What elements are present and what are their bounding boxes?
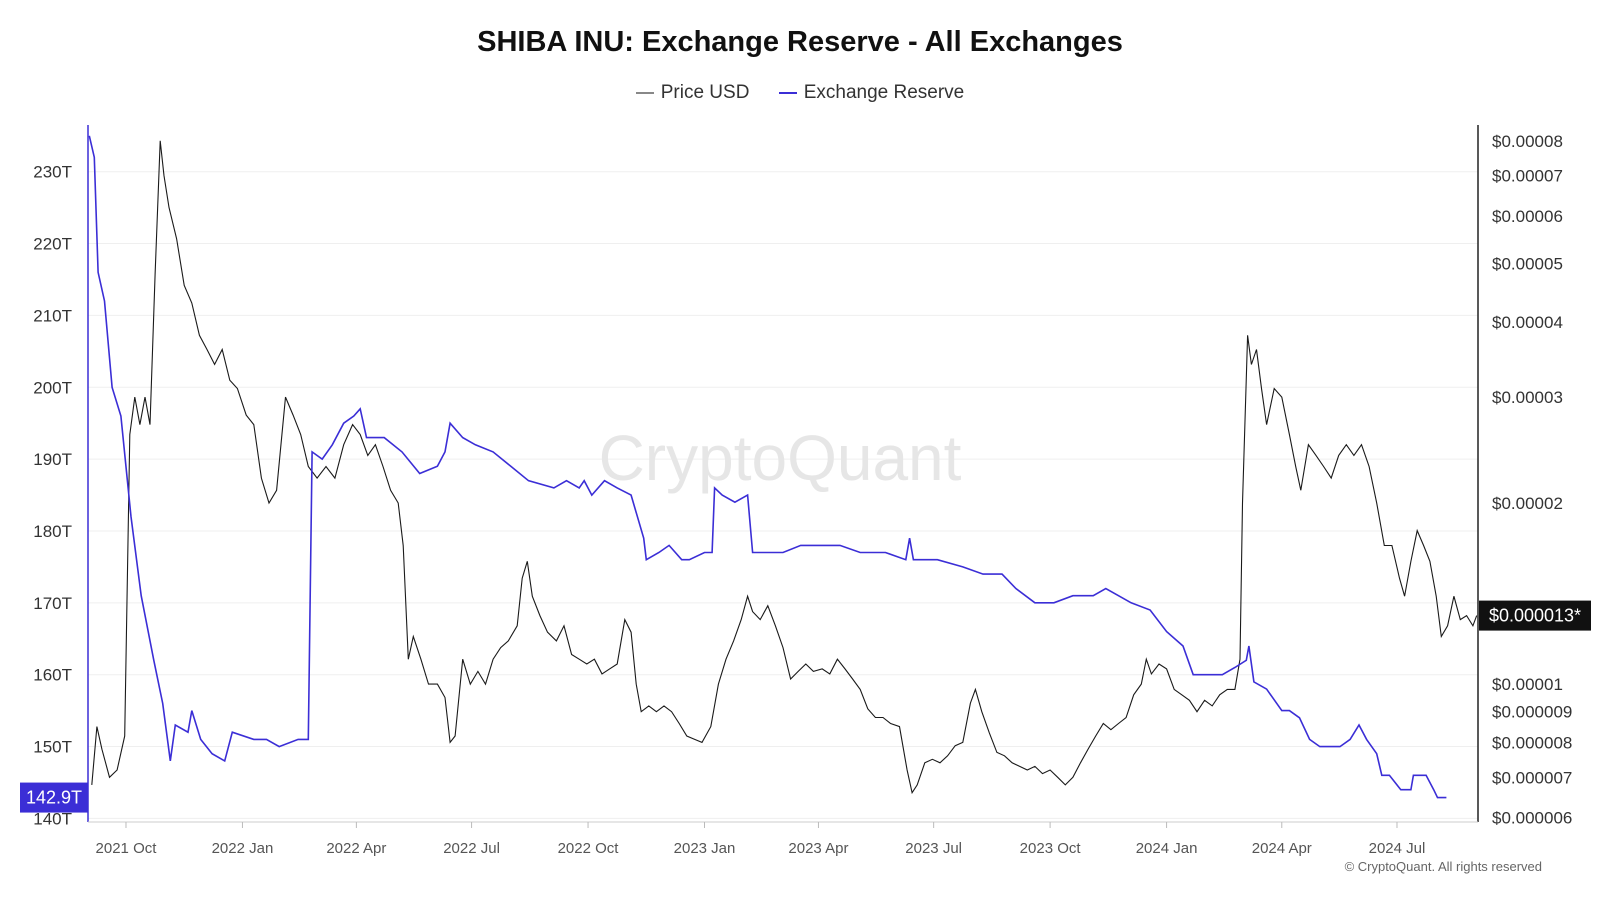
legend-swatch-exchange-reserve [778,92,797,94]
x-tick-label: 2022 Apr [326,840,386,857]
x-tick-label: 2022 Jul [443,840,500,857]
right-tick-label: $0.00004 [1492,313,1563,332]
gridlines [88,171,1478,819]
right-tick-label: $0.00006 [1492,207,1563,226]
left-tick-label: 230T [33,163,72,182]
x-axis-ticks: 2021 Oct 2022 Jan 2022 Apr 2022 Jul 2022 Oct… [96,822,1426,857]
right-tick-label: $0.00002 [1492,494,1563,513]
left-tick-label: 160T [33,666,72,685]
left-tick-label: 200T [33,378,72,397]
right-tick-label: $0.000008 [1492,733,1572,752]
copyright-notice: © CryptoQuant. All rights reserved [1344,859,1542,874]
x-tick-label: 2022 Oct [558,840,620,857]
right-tick-label: $0.00003 [1492,388,1563,407]
legend-swatch-price [635,92,654,94]
left-tick-label: 210T [33,306,72,325]
x-tick-label: 2024 Jan [1136,840,1198,857]
series-exchange-reserve-line[interactable] [88,135,1447,799]
left-tick-label: 190T [33,450,72,469]
x-tick-label: 2023 Jan [674,840,736,857]
left-tick-label: 150T [33,738,72,757]
left-axis-ticks: 140T 150T 160T 170T 180T 190T 200T 210T 220T 230T [33,163,72,829]
x-tick-label: 2023 Jul [905,840,962,857]
reserve-current-badge: 142.9T [20,782,88,813]
left-tick-label: 140T [33,809,72,828]
series-price-usd-line[interactable] [91,140,1478,795]
right-tick-label: $0.000006 [1492,809,1572,828]
x-tick-label: 2024 Apr [1252,840,1312,857]
x-tick-label: 2022 Jan [212,840,274,857]
right-tick-label: $0.000009 [1492,703,1572,722]
legend-item-exchange-reserve[interactable]: Exchange Reserve [778,82,965,104]
reserve-current-value: 142.9T [26,788,82,808]
x-tick-label: 2021 Oct [96,840,158,857]
price-current-value: $0.000013* [1489,606,1581,626]
left-tick-label: 170T [33,594,72,613]
right-axis-ticks: $0.000006 $0.000007 $0.000008 $0.000009 $0.0… [1492,132,1572,828]
watermark: CryptoQuant [599,422,962,494]
x-tick-label: 2023 Oct [1020,840,1082,857]
right-tick-label: $0.00005 [1492,255,1563,274]
left-tick-label: 220T [33,235,72,254]
legend-item-price[interactable]: Price USD [635,82,750,104]
legend: Price USD Exchange Reserve [0,78,1600,104]
legend-label-price: Price USD [660,82,750,103]
left-tick-label: 180T [33,522,72,541]
right-tick-label: $0.00007 [1492,167,1563,186]
right-tick-label: $0.00001 [1492,675,1563,694]
x-tick-label: 2024 Jul [1369,840,1426,857]
x-tick-label: 2023 Apr [788,840,848,857]
price-current-badge: $0.000013* [1479,600,1591,631]
legend-label-exchange-reserve: Exchange Reserve [803,82,965,103]
chart-title: SHIBA INU: Exchange Reserve - All Exchan… [477,26,1123,58]
right-tick-label: $0.000007 [1492,768,1572,787]
right-tick-label: $0.00008 [1492,132,1563,151]
